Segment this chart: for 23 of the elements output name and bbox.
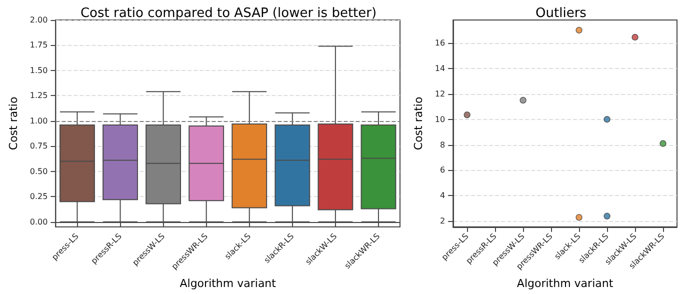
y-tick-label: 1.75 — [30, 40, 48, 50]
y-tick-label: 16 — [434, 38, 446, 48]
chart-title: Cost ratio compared to ASAP (lower is better) — [80, 6, 377, 21]
y-tick-label: 6 — [440, 166, 446, 175]
y-tick-label: 1.50 — [30, 66, 48, 75]
y-tick-label: 4 — [440, 191, 446, 200]
y-tick-label: 12 — [434, 89, 446, 98]
y-tick-label: 2 — [440, 216, 446, 226]
y-tick-label: 0.25 — [30, 192, 48, 202]
y-axis-title: Cost ratio — [7, 96, 20, 150]
y-tick-label: 8 — [440, 140, 446, 150]
y-axis-title: Cost ratio — [412, 96, 425, 150]
x-axis-title: Algorithm variant — [516, 277, 614, 290]
y-tick-label: 2.00 — [30, 16, 48, 24]
x-axis-title: Algorithm variant — [180, 277, 277, 290]
y-tick-label: 14 — [434, 64, 446, 73]
chart-title: Outliers — [536, 6, 587, 21]
y-tick-label: 1.00 — [30, 116, 48, 126]
y-tick-label: 0.75 — [30, 142, 48, 151]
y-tick-label: 10 — [434, 114, 446, 124]
y-tick-label: 0.00 — [30, 217, 48, 226]
y-tick-label: 1.25 — [30, 91, 48, 100]
y-tick-label: 0.50 — [30, 166, 48, 176]
